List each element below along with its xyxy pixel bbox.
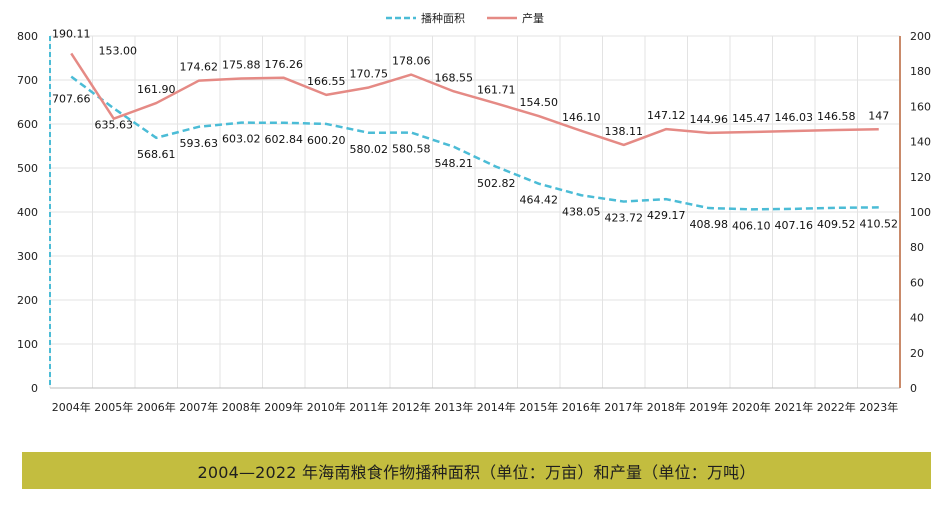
data-label-area: 438.05 [562,205,601,218]
caption-bar: 2004—2022 年海南粮食作物播种面积（单位：万亩）和产量（单位：万吨） [22,452,931,489]
y-right-tick-label: 200 [910,30,931,43]
data-label-output: 146.03 [775,111,814,124]
x-tick-label: 2021年 [774,400,813,414]
data-label-area: 635.63 [95,118,134,131]
y-right-tick-label: 140 [910,136,931,149]
data-label-area: 423.72 [605,212,644,225]
x-tick-label: 2017年 [604,400,643,414]
data-label-output: 138.11 [605,125,644,138]
x-tick-label: 2012年 [392,400,431,414]
y-right-tick-label: 0 [910,382,917,395]
data-label-area: 429.17 [647,209,686,222]
y-right-tick-label: 40 [910,312,924,325]
data-label-output: 174.62 [180,61,219,74]
x-tick-label: 2023年 [859,400,898,414]
x-tick-label: 2005年 [94,400,133,414]
x-tick-label: 2014年 [477,400,516,414]
x-tick-label: 2004年 [52,400,91,414]
data-label-output: 147 [868,109,889,122]
data-label-output: 161.71 [477,83,516,96]
data-label-output: 154.50 [520,96,559,109]
x-tick-label: 2013年 [434,400,473,414]
data-label-output: 144.96 [690,113,729,126]
chart-svg: 0 100 200 300 400 500 600 700 800 0 20 40 60 80 100 120… [17,11,931,414]
y-left-tick-label: 400 [17,206,38,219]
x-tick-label: 2011年 [349,400,388,414]
y-left-tick-label: 0 [31,382,38,395]
y-right-tick-label: 120 [910,171,931,184]
y-left-tick-label: 600 [17,118,38,131]
data-label-area: 409.52 [817,218,856,231]
x-tick-label: 2008年 [222,400,261,414]
data-label-area: 407.16 [775,219,814,232]
y-right-tick-label: 60 [910,276,924,289]
series-line-output [70,52,879,147]
y-left-tick-label: 300 [17,250,38,263]
data-label-area: 580.02 [350,143,389,156]
data-label-output: 175.88 [222,58,261,71]
grid-layer [49,35,901,388]
data-label-output: 146.10 [562,111,601,124]
x-tick-label: 2020年 [732,400,771,414]
x-tick-label: 2015年 [519,400,558,414]
axes-layer: 0 100 200 300 400 500 600 700 800 0 20 40 60 80 100 120… [17,30,931,414]
data-label-output: 146.58 [817,110,856,123]
chart-title: 2004—2022 年海南粮食作物播种面积（单位：万亩）和产量（单位：万吨） [197,462,756,482]
data-label-output: 178.06 [392,55,431,68]
x-tick-label: 2009年 [264,400,303,414]
data-label-area: 603.02 [222,133,261,146]
data-label-output: 168.55 [435,71,474,84]
x-tick-label: 2010年 [307,400,346,414]
x-tick-label: 2006年 [137,400,176,414]
legend-label-output: 产量 [522,11,544,25]
legend-label-area: 播种面积 [421,11,465,25]
labels-layer: 707.66 635.63 568.61 593.63 603.02 602.84 600.… [52,27,898,232]
x-tick-label: 2019年 [689,400,728,414]
data-label-area: 406.10 [732,219,771,232]
data-label-area: 502.82 [477,177,516,190]
data-label-area: 600.20 [307,134,346,147]
y-right-tick-label: 100 [910,206,931,219]
y-left-tick-label: 100 [17,338,38,351]
x-tick-label: 2016年 [562,400,601,414]
data-label-area: 593.63 [180,137,219,150]
y-left-tick-label: 500 [17,162,38,175]
y-left-tick-label: 700 [17,74,38,87]
data-label-output: 176.26 [265,58,304,71]
data-label-area: 464.42 [520,194,559,207]
y-left-tick-label: 800 [17,30,38,43]
data-label-area: 602.84 [265,133,304,146]
y-right-tick-label: 20 [910,347,924,360]
data-label-area: 568.61 [137,148,176,161]
y-right-tick-label: 180 [910,65,931,78]
data-label-output: 153.00 [99,45,138,58]
data-label-output: 170.75 [350,67,389,80]
y-right-tick-label: 160 [910,100,931,113]
data-label-output: 161.90 [137,83,176,96]
y-left-tick-label: 200 [17,294,38,307]
data-label-output: 147.12 [647,109,686,122]
x-tick-label: 2022年 [817,400,856,414]
data-label-area: 410.52 [860,217,899,230]
data-label-output: 145.47 [732,112,771,125]
y-right-tick-label: 80 [910,241,924,254]
data-label-area: 707.66 [52,93,91,106]
data-label-area: 408.98 [690,218,729,231]
data-label-area: 548.21 [435,157,474,170]
series-layer [70,52,879,211]
series-line-area [70,75,879,211]
data-label-output: 166.55 [307,75,346,88]
x-tick-label: 2007年 [179,400,218,414]
data-label-output: 190.11 [52,27,91,40]
data-label-area: 580.58 [392,143,431,156]
x-tick-label: 2018年 [647,400,686,414]
legend: 播种面积 产量 [386,11,544,25]
